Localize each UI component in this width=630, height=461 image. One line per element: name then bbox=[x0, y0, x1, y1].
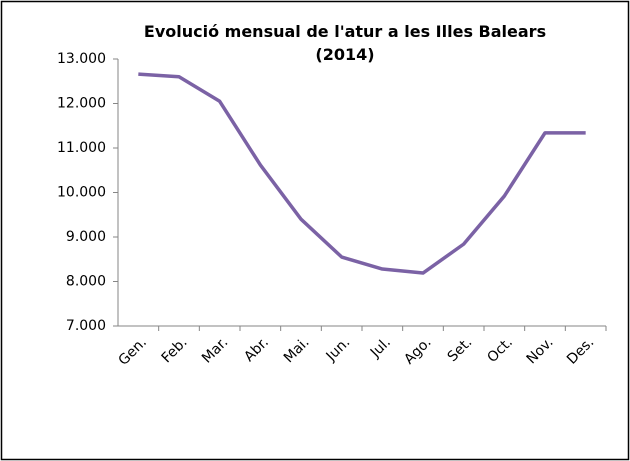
y-tick-label: 10.000 bbox=[57, 185, 106, 201]
y-tick-label: 9.000 bbox=[66, 229, 106, 245]
y-tick-label: 12.000 bbox=[57, 96, 106, 112]
y-tick-label: 8.000 bbox=[66, 274, 106, 290]
chart-title: Evolució mensual de l'atur a les Illes B… bbox=[143, 22, 547, 64]
y-tick-label: 11.000 bbox=[57, 140, 106, 156]
y-tick-label: 7.000 bbox=[66, 318, 106, 334]
y-tick-label: 13.000 bbox=[57, 51, 106, 67]
line-series bbox=[138, 72, 586, 275]
